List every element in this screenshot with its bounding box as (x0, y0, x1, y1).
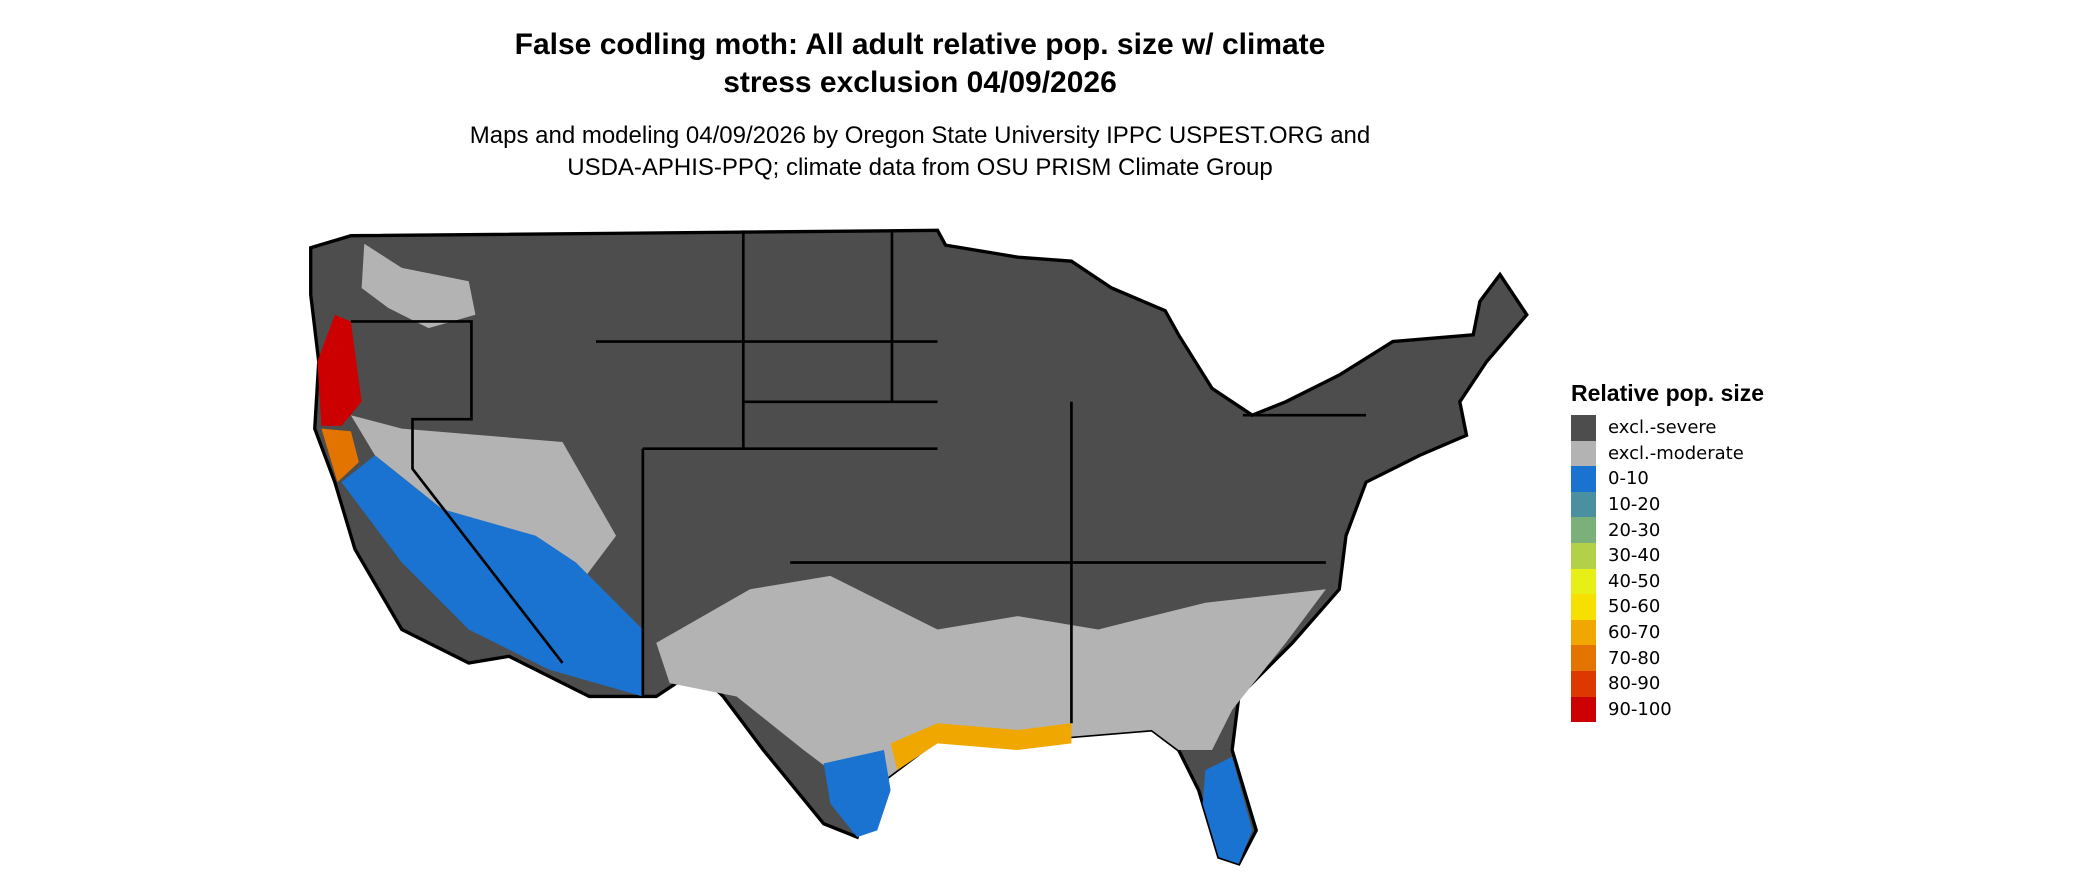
legend-swatch (1571, 594, 1596, 620)
region-0-10-southwest (341, 455, 643, 697)
legend-swatch (1571, 568, 1596, 595)
legend-swatch (1571, 415, 1596, 441)
legend-item: 60-70 (1571, 619, 1764, 646)
region-60-80-gulf (890, 723, 1072, 771)
legend-item: 0-10 (1571, 466, 1764, 492)
legend-swatch (1571, 696, 1596, 723)
legend-swatch (1571, 491, 1596, 518)
legend-label: excl.-moderate (1608, 442, 1744, 464)
region-excl-moderate-south (656, 575, 1326, 791)
legend-label: 20-30 (1608, 519, 1661, 541)
legend-swatch (1571, 466, 1596, 492)
legend-label: 70-80 (1608, 647, 1661, 669)
state-borders (350, 320, 564, 664)
legend-title: Relative pop. size (1571, 380, 1765, 406)
legend-swatch (1571, 670, 1596, 697)
legend-item: 70-80 (1571, 645, 1764, 671)
legend-item: 50-60 (1571, 594, 1764, 620)
region-60-80-california (321, 428, 359, 483)
subtitle-line-1: Maps and modeling 04/09/2026 by Oregon S… (469, 122, 1371, 149)
legend-label: 50-60 (1608, 596, 1661, 618)
legend-item: 90-100 (1571, 696, 1764, 723)
legend-item: excl.-moderate (1571, 440, 1764, 467)
legend-label: 10-20 (1608, 494, 1661, 516)
legend-swatch (1571, 542, 1596, 569)
legend-item: 80-90 (1571, 670, 1764, 697)
title-line-1: False codling moth: All adult relative p… (514, 28, 1326, 61)
legend: Relative pop. size excl.-severe excl.-mod… (1571, 380, 1765, 723)
legend-swatch (1571, 440, 1596, 467)
map-title: False codling moth: All adult relative p… (320, 26, 1520, 102)
legend-label: 40-50 (1608, 570, 1661, 592)
legend-rows: excl.-severe excl.-moderate 0-10 10-20 20-30… (1571, 415, 1764, 723)
legend-swatch (1571, 517, 1596, 543)
legend-label: 0-10 (1608, 468, 1649, 490)
legend-label: 80-90 (1608, 673, 1661, 695)
legend-item: 30-40 (1571, 542, 1764, 569)
region-excl-moderate-nw (361, 243, 476, 329)
region-90-100-pacific-nw (317, 314, 362, 426)
legend-label: 30-40 (1608, 545, 1661, 567)
legend-label: 60-70 (1608, 622, 1661, 644)
title-line-2: stress exclusion 04/09/2026 (723, 66, 1117, 99)
legend-label: excl.-severe (1608, 417, 1717, 439)
region-0-10-texas (823, 750, 891, 838)
subtitle-line-2: USDA-APHIS-PPQ; climate data from OSU PR… (567, 154, 1273, 181)
legend-swatch (1571, 645, 1596, 671)
legend-item: 10-20 (1571, 491, 1764, 518)
legend-item: 40-50 (1571, 568, 1764, 595)
legend-item: 20-30 (1571, 517, 1764, 543)
legend-label: 90-100 (1608, 698, 1672, 720)
map-subtitle: Maps and modeling 04/09/2026 by Oregon S… (320, 120, 1520, 184)
region-0-10-florida (1202, 756, 1253, 864)
legend-item: excl.-severe (1571, 415, 1764, 441)
legend-swatch (1571, 619, 1596, 646)
